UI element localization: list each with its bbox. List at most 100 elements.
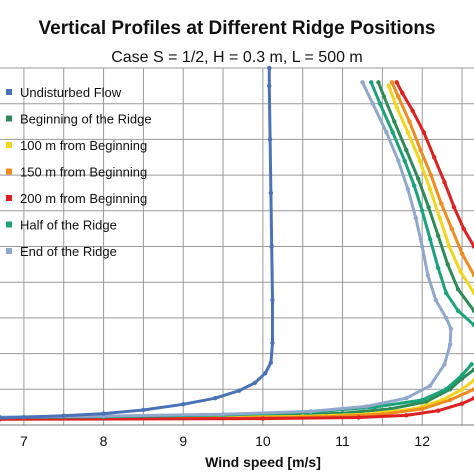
- legend-label: 200 m from Beginning: [20, 191, 147, 206]
- data-point: [267, 83, 272, 89]
- data-point: [396, 94, 401, 99]
- data-point: [381, 94, 387, 99]
- data-point: [394, 80, 399, 85]
- data-point: [268, 190, 274, 196]
- data-point: [269, 244, 274, 249]
- data-point: [426, 205, 431, 210]
- x-tick-label: 10: [255, 433, 271, 449]
- data-point: [431, 155, 437, 160]
- legend-marker: [6, 115, 12, 122]
- data-point: [424, 399, 429, 404]
- legend-marker: [6, 168, 12, 175]
- data-point: [448, 326, 454, 331]
- data-point: [308, 409, 313, 414]
- legend-label: Beginning of the Ridge: [20, 112, 152, 127]
- data-point: [386, 83, 391, 89]
- data-point: [439, 201, 444, 206]
- data-point: [101, 411, 106, 416]
- legend-marker: [6, 142, 12, 148]
- data-point: [260, 416, 266, 421]
- data-point: [394, 105, 399, 110]
- data-point: [141, 407, 146, 413]
- legend: Undisturbed Flow Beginning of the Ridge 10…: [6, 85, 152, 259]
- x-tick-label: 12: [414, 433, 430, 449]
- data-point: [416, 176, 421, 181]
- data-point: [471, 367, 474, 372]
- data-point: [268, 360, 274, 365]
- legend-label: Half of the Ridge: [20, 218, 117, 233]
- x-axis-label: Wind speed [m/s]: [205, 454, 321, 470]
- data-point: [392, 119, 397, 124]
- data-point: [21, 414, 27, 420]
- data-point: [443, 315, 449, 321]
- data-point: [433, 297, 438, 303]
- series-layer: [0, 65, 474, 422]
- data-point: [451, 205, 457, 210]
- data-point: [459, 372, 465, 378]
- data-point: [417, 158, 423, 164]
- data-point: [404, 396, 409, 401]
- data-point: [447, 244, 452, 249]
- legend-label: Undisturbed Flow: [20, 85, 122, 100]
- data-point: [459, 251, 465, 256]
- data-point: [220, 412, 226, 417]
- legend-marker: [6, 89, 12, 95]
- series-line-upper: [376, 80, 474, 313]
- data-point: [252, 380, 258, 386]
- data-point: [471, 308, 474, 313]
- data-point: [427, 237, 433, 242]
- data-point: [471, 378, 474, 383]
- data-point: [413, 215, 419, 221]
- data-point: [212, 396, 218, 401]
- legend-marker: [6, 195, 12, 201]
- data-point: [410, 108, 415, 114]
- chart-subtitle: Case S = 1/2, H = 0.3 m, L = 500 m: [111, 49, 363, 66]
- data-point: [458, 269, 463, 274]
- data-point: [445, 262, 450, 267]
- data-point: [270, 340, 275, 346]
- data-point: [267, 137, 273, 142]
- data-point: [0, 415, 3, 421]
- data-point: [405, 130, 411, 135]
- data-point: [455, 308, 461, 313]
- data-point: [396, 158, 401, 164]
- x-tick-label: 9: [179, 433, 187, 449]
- data-point: [376, 80, 381, 85]
- data-point: [407, 119, 412, 124]
- data-point: [471, 272, 474, 278]
- data-point: [471, 322, 474, 328]
- data-point: [418, 147, 423, 153]
- data-point: [447, 397, 453, 403]
- data-point: [443, 387, 449, 392]
- data-point: [461, 226, 466, 231]
- legend-marker: [6, 248, 12, 254]
- x-tick-label: 11: [335, 433, 350, 449]
- data-point: [471, 244, 474, 249]
- data-point: [471, 396, 474, 401]
- data-point: [412, 183, 417, 189]
- data-point: [360, 80, 365, 85]
- data-point: [267, 65, 272, 71]
- data-point: [469, 362, 474, 367]
- data-point: [389, 80, 395, 85]
- x-tick-label: 8: [100, 433, 108, 449]
- legend-label: End of the Ridge: [20, 244, 117, 259]
- data-point: [420, 244, 425, 249]
- data-point: [400, 90, 405, 96]
- legend-marker: [6, 221, 12, 228]
- data-point: [420, 208, 425, 213]
- data-point: [435, 265, 441, 271]
- data-point: [356, 415, 361, 420]
- chart-title: Vertical Profiles at Different Ridge Pos…: [39, 18, 436, 39]
- series-line: [0, 66, 274, 420]
- data-point: [404, 147, 409, 153]
- data-point: [449, 226, 454, 231]
- x-tick-labels: 7 8 9 10 11 12: [20, 433, 430, 449]
- data-point: [471, 387, 474, 392]
- data-point: [443, 290, 449, 296]
- data-point: [459, 387, 465, 392]
- legend-label: 150 m from Beginning: [20, 165, 147, 180]
- data-point: [377, 101, 383, 106]
- data-point: [421, 130, 427, 135]
